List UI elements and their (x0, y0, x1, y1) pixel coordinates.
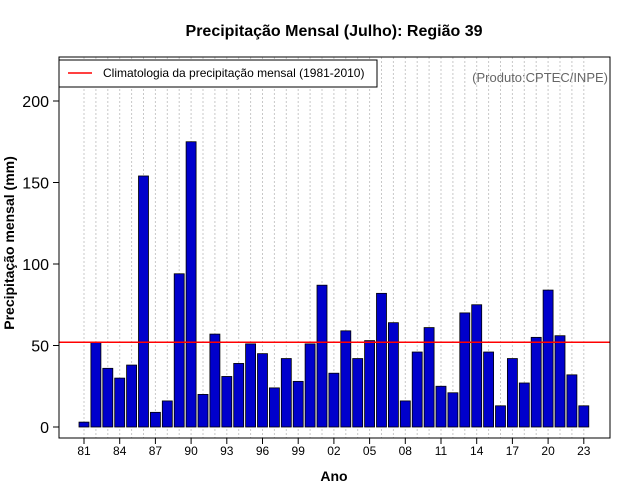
x-tick-label: 08 (399, 444, 413, 458)
bar-1981 (78, 421, 90, 428)
bar-2000 (304, 343, 316, 428)
y-tick-label: 150 (22, 176, 49, 193)
bar-1982 (90, 341, 102, 428)
bar-1988 (161, 400, 173, 428)
bar-2006 (376, 292, 387, 428)
y-tick-label: 50 (31, 339, 49, 356)
x-tick-label: 81 (77, 444, 91, 458)
x-axis-title: Ano (320, 468, 347, 484)
bar-1987 (149, 411, 161, 428)
y-axis: 0 50 100 150 200 (22, 94, 59, 437)
chart-title: Precipitação Mensal (Julho): Região 39 (186, 23, 483, 40)
x-tick-label: 20 (541, 444, 555, 458)
bar-1985 (126, 364, 137, 428)
bar-2019 (530, 336, 542, 428)
bar-2018 (518, 382, 530, 428)
x-axis: 81 84 87 90 93 96 99 02 05 08 11 14 17 20 23 (77, 438, 591, 458)
bar-1999 (292, 380, 304, 428)
bar-2010 (423, 327, 435, 428)
x-tick-label: 11 (435, 444, 448, 458)
x-tick-label: 99 (292, 444, 306, 458)
bar-2023 (578, 405, 590, 428)
bar-2008 (399, 400, 411, 428)
bar-1993 (221, 376, 233, 428)
bar-1997 (268, 387, 280, 428)
bar-2007 (387, 322, 399, 428)
bar-2014 (471, 304, 483, 428)
product-credit: (Produto:CPTEC/INPE) (472, 70, 608, 85)
x-tick-label: 17 (506, 444, 520, 458)
legend: Climatologia da precipitação mensal (198… (58, 59, 378, 88)
y-tick-label: 200 (22, 94, 49, 111)
bar-1994 (233, 363, 245, 428)
bar-2022 (566, 374, 578, 428)
bar-1989 (173, 273, 185, 428)
bar-2009 (411, 351, 423, 428)
x-tick-label: 05 (363, 444, 377, 458)
bar-2012 (447, 392, 459, 428)
x-tick-label: 93 (220, 444, 234, 458)
bar-1995 (245, 343, 257, 428)
bar-2013 (459, 312, 471, 428)
bar-2020 (542, 289, 554, 428)
bar-2002 (328, 372, 340, 428)
bar-2004 (352, 358, 364, 428)
bar-2016 (495, 405, 506, 428)
bar-1996 (257, 353, 268, 428)
bar-series (78, 141, 590, 428)
bar-1991 (197, 393, 209, 428)
bar-2011 (435, 385, 447, 428)
bar-2015 (483, 351, 495, 428)
bar-2017 (506, 358, 518, 428)
y-tick-label: 0 (40, 420, 49, 437)
legend-box (58, 59, 378, 88)
bar-2005 (364, 340, 376, 428)
bar-2003 (340, 330, 352, 428)
y-axis-title: Precipitação mensal (mm) (1, 156, 17, 330)
bar-2001 (316, 284, 328, 428)
x-tick-label: 96 (256, 444, 270, 458)
x-tick-label: 87 (149, 444, 163, 458)
bar-1990 (185, 141, 197, 428)
x-tick-label: 02 (327, 444, 341, 458)
bar-1983 (102, 367, 114, 428)
x-tick-label: 84 (113, 444, 127, 458)
bar-2021 (554, 335, 566, 428)
plot-frame (58, 56, 611, 439)
bar-1998 (280, 358, 292, 428)
legend-label: Climatologia da precipitação mensal (198… (103, 66, 364, 80)
bar-1992 (209, 333, 221, 428)
x-tick-label: 90 (184, 444, 198, 458)
x-tick-label: 23 (577, 444, 591, 458)
x-tick-label: 14 (470, 444, 484, 458)
bar-1984 (114, 377, 126, 428)
bar-1986 (138, 175, 149, 428)
y-tick-label: 100 (22, 257, 49, 274)
